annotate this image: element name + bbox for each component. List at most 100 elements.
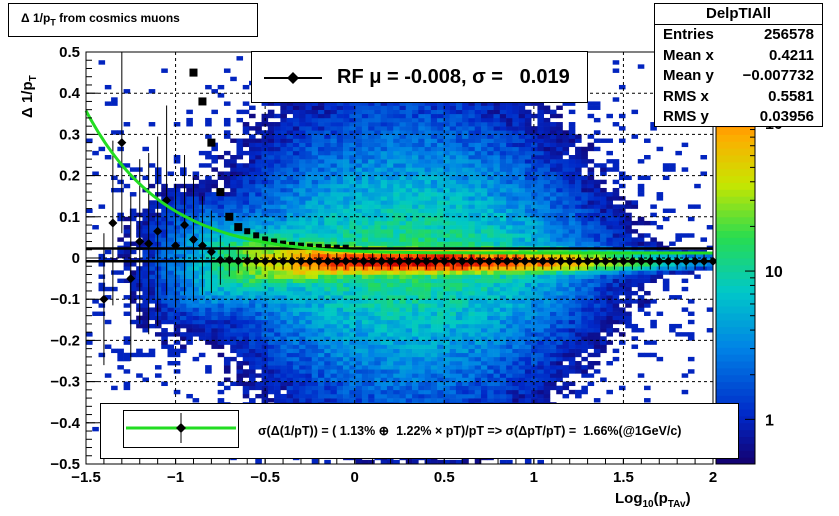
heatmap-cell bbox=[393, 459, 400, 465]
heatmap-cell bbox=[380, 373, 388, 378]
heatmap-cell bbox=[192, 323, 200, 329]
heatmap-cell bbox=[430, 138, 438, 143]
heatmap-cell bbox=[380, 159, 388, 164]
heatmap-cell bbox=[412, 278, 419, 284]
heatmap-cell bbox=[317, 204, 325, 209]
heatmap-cell bbox=[393, 303, 400, 308]
heatmap-cell bbox=[286, 159, 294, 164]
heatmap-cell bbox=[487, 344, 494, 349]
heatmap-cell bbox=[462, 311, 469, 316]
heatmap-cell bbox=[267, 142, 275, 148]
heatmap-cell bbox=[462, 299, 469, 304]
heatmap-cell bbox=[418, 150, 425, 156]
heatmap-cell bbox=[349, 315, 356, 321]
heatmap-cell bbox=[481, 237, 488, 242]
heatmap-cell bbox=[186, 274, 193, 279]
heatmap-cell bbox=[167, 286, 175, 292]
heatmap-cell bbox=[518, 175, 526, 181]
heatmap-cell bbox=[205, 134, 212, 139]
heatmap-cell bbox=[499, 365, 507, 370]
heatmap-cell bbox=[236, 274, 244, 279]
heatmap-cell bbox=[324, 229, 331, 234]
heatmap-cell bbox=[412, 282, 419, 288]
heatmap-cell bbox=[349, 122, 356, 127]
heatmap-cell bbox=[299, 340, 306, 345]
heatmap-cell bbox=[355, 299, 363, 304]
heatmap-cell bbox=[154, 311, 162, 316]
heatmap-cell bbox=[317, 348, 325, 354]
heatmap-cell bbox=[343, 142, 350, 148]
heatmap-cell bbox=[437, 274, 444, 279]
heatmap-cell bbox=[468, 187, 476, 193]
heatmap-cell bbox=[455, 126, 463, 131]
heatmap-cell bbox=[173, 299, 181, 304]
heatmap-cell bbox=[142, 295, 149, 300]
heatmap-cell bbox=[267, 340, 275, 345]
heatmap-cell bbox=[399, 348, 407, 354]
heatmap-cell bbox=[148, 200, 156, 205]
heatmap-cell bbox=[418, 175, 425, 181]
heatmap-cell bbox=[230, 163, 237, 168]
heatmap-cell bbox=[280, 159, 287, 164]
heatmap-cell bbox=[355, 138, 363, 143]
heatmap-cell bbox=[399, 233, 407, 238]
heatmap-cell bbox=[123, 381, 131, 387]
heatmap-cell bbox=[129, 319, 137, 325]
heatmap-cell bbox=[468, 381, 476, 387]
heatmap-cell bbox=[173, 229, 181, 234]
heatmap-cell bbox=[299, 299, 306, 304]
heatmap-cell bbox=[481, 373, 488, 378]
heatmap-cell bbox=[236, 146, 244, 152]
heatmap-cell bbox=[330, 233, 338, 238]
heatmap-cell bbox=[343, 381, 350, 387]
heatmap-cell bbox=[361, 204, 369, 209]
heatmap-cell bbox=[393, 253, 400, 259]
heatmap-cell bbox=[437, 361, 444, 366]
heatmap-cell bbox=[474, 167, 482, 172]
heatmap-cell bbox=[430, 356, 438, 362]
heatmap-cell bbox=[468, 286, 476, 292]
heatmap-cell bbox=[361, 323, 369, 329]
heatmap-cell bbox=[361, 225, 369, 230]
heatmap-cell bbox=[317, 130, 325, 135]
heatmap-cell bbox=[524, 319, 532, 325]
heatmap-cell bbox=[386, 340, 394, 345]
heatmap-cell bbox=[443, 101, 450, 106]
heatmap-cell bbox=[386, 393, 394, 399]
heatmap-cell bbox=[305, 196, 313, 201]
heatmap-cell bbox=[405, 220, 413, 226]
heatmap-cell bbox=[123, 266, 131, 271]
heatmap-cell bbox=[280, 196, 287, 201]
heatmap-cell bbox=[286, 126, 294, 131]
heatmap-cell bbox=[180, 286, 187, 292]
heatmap-cell bbox=[305, 159, 313, 164]
heatmap-cell bbox=[249, 398, 256, 403]
heatmap-cell bbox=[280, 266, 287, 271]
heatmap-cell bbox=[205, 208, 212, 213]
heatmap-cell bbox=[493, 220, 501, 226]
heatmap-cell bbox=[211, 290, 218, 296]
heatmap-cell bbox=[305, 175, 313, 181]
heatmap-cell bbox=[343, 175, 350, 181]
heatmap-cell bbox=[418, 253, 425, 259]
heatmap-cell bbox=[443, 356, 450, 362]
heatmap-cell bbox=[412, 361, 419, 366]
heatmap-cell bbox=[462, 163, 469, 168]
heatmap-cell bbox=[167, 278, 175, 284]
heatmap-cell bbox=[368, 286, 375, 292]
heatmap-cell bbox=[336, 356, 344, 362]
heatmap-cell bbox=[349, 200, 356, 205]
heatmap-cell bbox=[386, 299, 394, 304]
heatmap-cell bbox=[481, 332, 488, 337]
heatmap-cell bbox=[148, 286, 156, 292]
heatmap-cell bbox=[368, 163, 375, 168]
heatmap-cell bbox=[311, 225, 319, 230]
heatmap-cell bbox=[142, 229, 149, 234]
heatmap-cell bbox=[386, 323, 394, 329]
heatmap-cell bbox=[292, 361, 300, 366]
heatmap-cell bbox=[368, 229, 375, 234]
heatmap-cell bbox=[374, 270, 381, 275]
heatmap-cell bbox=[236, 262, 244, 267]
heatmap-cell bbox=[104, 295, 112, 300]
heatmap-cell bbox=[506, 303, 513, 308]
